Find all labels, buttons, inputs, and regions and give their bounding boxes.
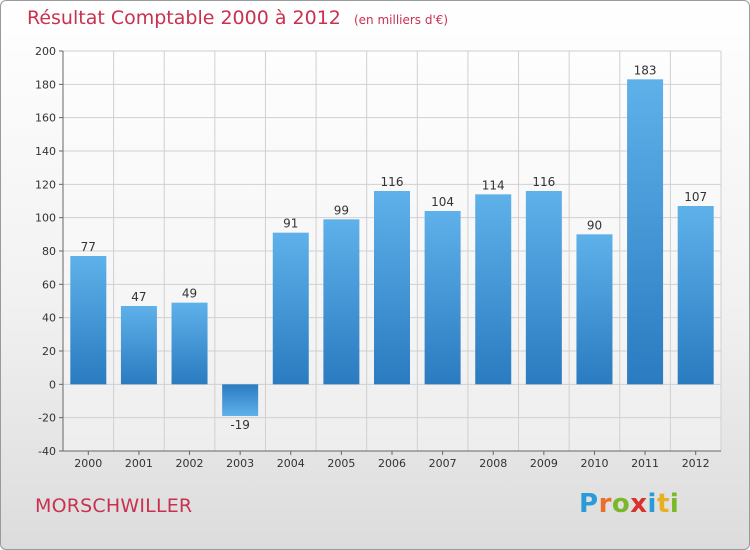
y-tick-label: 0 [49,378,56,391]
bar [627,79,664,385]
x-tick-label: 2007 [429,457,457,470]
logo-letter: o [611,489,631,519]
bar [424,211,461,385]
x-tick-label: 2002 [176,457,204,470]
logo-letter: P [579,489,599,519]
x-tick-label: 2009 [530,457,558,470]
x-tick-label: 2004 [277,457,305,470]
bar-value-label: 47 [131,290,146,304]
bar [222,384,259,416]
proxiti-logo: Proxiti [579,489,679,519]
city-name: MORSCHWILLER [35,495,193,517]
y-tick-label: 20 [42,345,56,358]
y-tick-label: 160 [35,112,56,125]
bar [475,194,512,385]
bar-value-label: 114 [482,178,505,192]
bar [272,232,309,385]
x-tick-label: 2006 [378,457,406,470]
y-tick-label: 200 [35,45,56,58]
bar-value-label: 77 [81,240,96,254]
bar-value-label: 104 [431,195,454,209]
x-tick-label: 2008 [479,457,507,470]
chart-unit-label: (en milliers d'€) [353,13,449,27]
y-tick-label: -40 [38,445,56,458]
bar-value-label: 99 [334,203,349,217]
bar-value-label: 91 [283,217,298,231]
logo-letter: t [656,489,670,519]
bar-value-label: 116 [532,175,555,189]
y-tick-label: 180 [35,78,56,91]
bar [70,256,107,385]
y-tick-label: 80 [42,245,56,258]
y-tick-label: 100 [35,212,56,225]
logo-letter: r [598,489,612,519]
bar [525,191,562,385]
x-tick-label: 2010 [580,457,608,470]
bar-value-label: 107 [684,190,707,204]
x-tick-label: 2003 [226,457,254,470]
chart-title-text: Résultat Comptable 2000 à 2012 [27,7,341,29]
y-tick-label: 120 [35,178,56,191]
chart-title: Résultat Comptable 2000 à 2012 (en milli… [27,7,448,29]
bar [171,302,208,385]
bar-value-label: 116 [381,175,404,189]
y-tick-label: 60 [42,278,56,291]
bar [120,306,157,385]
y-tick-label: -20 [38,412,56,425]
y-tick-label: 140 [35,145,56,158]
y-tick-label: 40 [42,312,56,325]
x-tick-label: 2001 [125,457,153,470]
logo-letter: i [669,489,680,519]
bar-value-label: 49 [182,287,197,301]
x-tick-label: 2011 [631,457,659,470]
bar [576,234,613,385]
logo-letter: i [647,489,657,519]
bar-value-label: 90 [587,218,602,232]
x-tick-label: 2012 [682,457,710,470]
bar [323,219,360,385]
logo-letter: x [630,489,648,519]
x-tick-label: 2000 [74,457,102,470]
bar [677,206,714,385]
bar [374,191,410,385]
x-tick-label: 2005 [327,457,355,470]
bar-value-label: -19 [230,418,250,432]
bar-value-label: 183 [634,63,657,77]
